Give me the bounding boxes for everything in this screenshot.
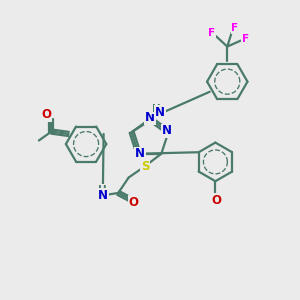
Text: F: F [208,28,215,38]
Text: F: F [242,34,249,44]
Text: O: O [129,196,139,209]
Text: N: N [162,124,172,137]
Text: N: N [135,147,145,160]
Text: S: S [141,160,149,173]
Text: H: H [152,104,160,114]
Text: O: O [212,194,222,207]
Text: O: O [41,108,51,121]
Text: N: N [155,106,165,119]
Text: F: F [231,23,238,33]
Text: N: N [145,111,155,124]
Text: N: N [98,189,108,202]
Text: H: H [98,185,107,195]
